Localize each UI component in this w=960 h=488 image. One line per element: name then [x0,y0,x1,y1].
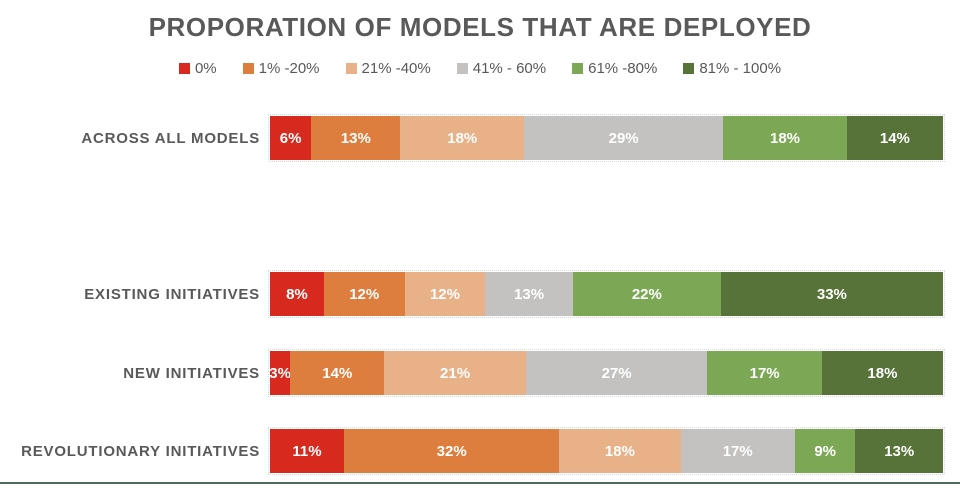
legend-swatch-icon [456,63,468,74]
chart-row-new-initiatives: NEW INITIATIVES 3% 14% 21% 27% 17% 18% [0,349,960,397]
legend: 0% 1% -20% 21% -40% 41% - 60% 61% -80% 81% - … [0,60,960,77]
segment-value-label: 9% [814,442,837,460]
chart-row-revolutionary-initiatives: REVOLUTIONARY INITIATIVES 11% 32% 18% 17% 9% 1… [0,427,960,475]
bar-segment-61-80: 17% [707,351,822,395]
segment-value-label: 18% [867,364,898,382]
bar-segment-1-20: 32% [344,429,560,473]
bar-segment-41-60: 29% [524,116,724,160]
segment-value-label: 12% [349,285,380,303]
legend-swatch-icon [572,63,584,74]
legend-item-61-80: 61% -80% [572,60,657,77]
segment-value-label: 27% [601,364,632,382]
segment-value-label: 14% [879,129,910,147]
bar-segment-61-80: 9% [794,429,856,473]
bar-segment-41-60: 27% [525,351,708,395]
bar-segment-81-100: 14% [846,116,943,160]
legend-label: 61% -80% [588,60,658,77]
bar-segment-0: 3% [269,351,291,395]
segment-value-label: 13% [884,442,915,460]
bar-segment-21-40: 21% [384,351,526,395]
segment-value-label: 6% [279,129,302,147]
segment-value-label: 18% [770,129,801,147]
bar-segment-81-100: 33% [720,272,943,316]
bar-segment-0: 6% [270,116,312,160]
bar-segment-61-80: 18% [723,116,847,160]
segment-value-label: 18% [604,442,635,460]
legend-item-1-20: 1% -20% [242,60,320,77]
legend-swatch-icon [345,63,357,74]
row-label: EXISTING INITIATIVES [84,285,260,303]
bar-segment-61-80: 22% [572,272,721,316]
segment-value-label: 3% [269,364,291,382]
legend-swatch-icon [242,63,254,74]
chart-title: PROPORATION OF MODELS THAT ARE DEPLOYED [148,12,812,42]
legend-label: 0% [194,60,217,77]
bar-segment-21-40: 18% [559,429,681,473]
bar-segment-41-60: 13% [485,272,573,316]
segment-value-label: 13% [340,129,371,147]
segment-value-label: 29% [608,129,639,147]
stacked-bar: 11% 32% 18% 17% 9% 13% [268,427,945,475]
segment-value-label: 21% [440,364,471,382]
bar-segment-1-20: 13% [311,116,401,160]
bar-segment-21-40: 18% [400,116,525,160]
segment-value-label: 22% [631,285,662,303]
legend-label: 81% - 100% [699,60,782,77]
legend-item-0: 0% [178,60,217,77]
stacked-bar: 6% 13% 18% 29% 18% 14% [268,114,945,162]
legend-swatch-icon [683,63,695,74]
legend-item-81-100: 81% - 100% [683,60,781,77]
bar-segment-0: 8% [270,272,324,316]
legend-item-41-60: 41% - 60% [456,60,547,77]
bar-segment-0: 11% [270,429,345,473]
legend-swatch-icon [178,63,190,74]
bar-segment-21-40: 12% [404,272,486,316]
segment-value-label: 18% [447,129,478,147]
segment-value-label: 17% [722,442,753,460]
stacked-bar: 8% 12% 12% 13% 22% 33% [268,270,945,318]
legend-label: 1% -20% [258,60,320,77]
row-label: REVOLUTIONARY INITIATIVES [21,442,260,460]
stacked-bar: 3% 14% 21% 27% 17% 18% [268,349,945,397]
segment-value-label: 33% [816,285,847,303]
bar-segment-41-60: 17% [680,429,795,473]
bottom-divider [0,482,960,484]
segment-value-label: 8% [286,285,308,303]
bar-segment-1-20: 14% [290,351,385,395]
legend-label: 41% - 60% [472,60,547,77]
bar-segment-81-100: 13% [855,429,943,473]
chart-row-existing-initiatives: EXISTING INITIATIVES 8% 12% 12% 13% 22% 33% [0,270,960,318]
segment-value-label: 17% [749,364,780,382]
legend-item-21-40: 21% -40% [345,60,431,77]
segment-value-label: 32% [436,442,467,460]
legend-label: 21% -40% [361,60,431,77]
row-label: NEW INITIATIVES [123,364,260,382]
segment-value-label: 12% [429,285,460,303]
segment-value-label: 14% [322,364,353,382]
segment-value-label: 13% [514,285,545,303]
bar-segment-81-100: 18% [821,351,943,395]
row-label: ACROSS ALL MODELS [81,129,260,147]
bar-segment-1-20: 12% [323,272,405,316]
chart-row-across-all-models: ACROSS ALL MODELS 6% 13% 18% 29% 18% 14% [0,114,960,162]
segment-value-label: 11% [292,442,322,460]
